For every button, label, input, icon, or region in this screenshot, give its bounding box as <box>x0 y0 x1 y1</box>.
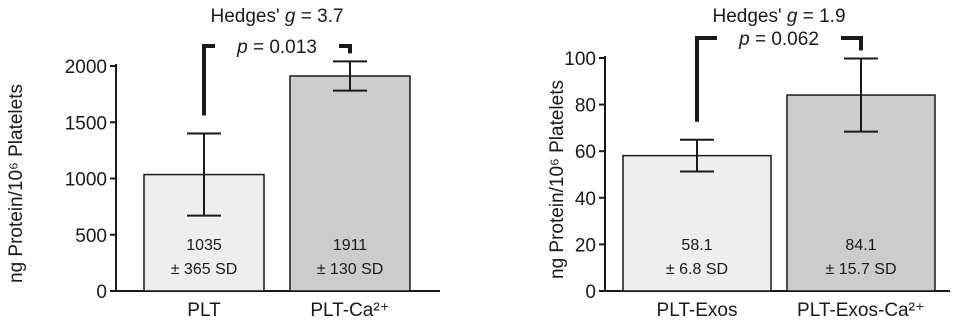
y-tick-label: 1500 <box>65 113 107 134</box>
y-tick-label: 20 <box>575 235 596 256</box>
p-value-label: p = 0.062 <box>738 29 819 50</box>
bar-sd-label: ± 365 SD <box>171 261 238 278</box>
y-tick-label: 100 <box>564 49 596 70</box>
bar <box>786 94 936 292</box>
bar-sd-label: ± 6.8 SD <box>666 261 728 278</box>
y-tick-label: 0 <box>585 282 596 303</box>
bar <box>289 75 411 292</box>
category-label: PLT-Ca²⁺ <box>310 300 389 320</box>
y-axis-label: ng Protein/10⁶ Platelets <box>547 80 568 279</box>
category-label: PLT-Exos <box>657 300 738 320</box>
chart-panel-right: 0 20 40 60 80 100 ng Protein/10⁶ Platelets 58.1… <box>547 6 950 320</box>
bar-sd-label: ± 15.7 SD <box>825 261 896 278</box>
bar-value-label: 1911 <box>333 237 368 254</box>
y-axis-label: ng Protein/10⁶ Platelets <box>6 84 27 283</box>
y-tick-label: 1000 <box>65 170 107 191</box>
significance-bracket <box>695 36 863 122</box>
category-label: PLT-Exos-Ca²⁺ <box>797 300 925 320</box>
y-tick-label: 40 <box>575 189 596 210</box>
bar-value-label: 58.1 <box>681 237 712 254</box>
significance-bracket <box>202 44 352 116</box>
y-tick-label: 500 <box>75 226 107 247</box>
effect-size-label: Hedges' g = 3.7 <box>210 6 343 27</box>
y-tick-label: 80 <box>575 96 596 117</box>
category-label: PLT <box>187 300 221 320</box>
bar <box>622 154 772 292</box>
y-tick-label: 60 <box>575 142 596 163</box>
bar-value-label: 1035 <box>186 237 222 254</box>
p-value-label: p = 0.013 <box>236 37 317 58</box>
y-tick-label: 0 <box>96 282 107 303</box>
effect-size-label: Hedges' g = 1.9 <box>712 6 845 27</box>
y-tick-label: 2000 <box>65 57 107 78</box>
bar-sd-label: ± 130 SD <box>317 261 384 278</box>
bar-value-label: 84.1 <box>845 237 876 254</box>
chart-panel-left: 0 500 1000 1500 2000 ng Protein/10⁶ Platelets… <box>6 6 440 320</box>
